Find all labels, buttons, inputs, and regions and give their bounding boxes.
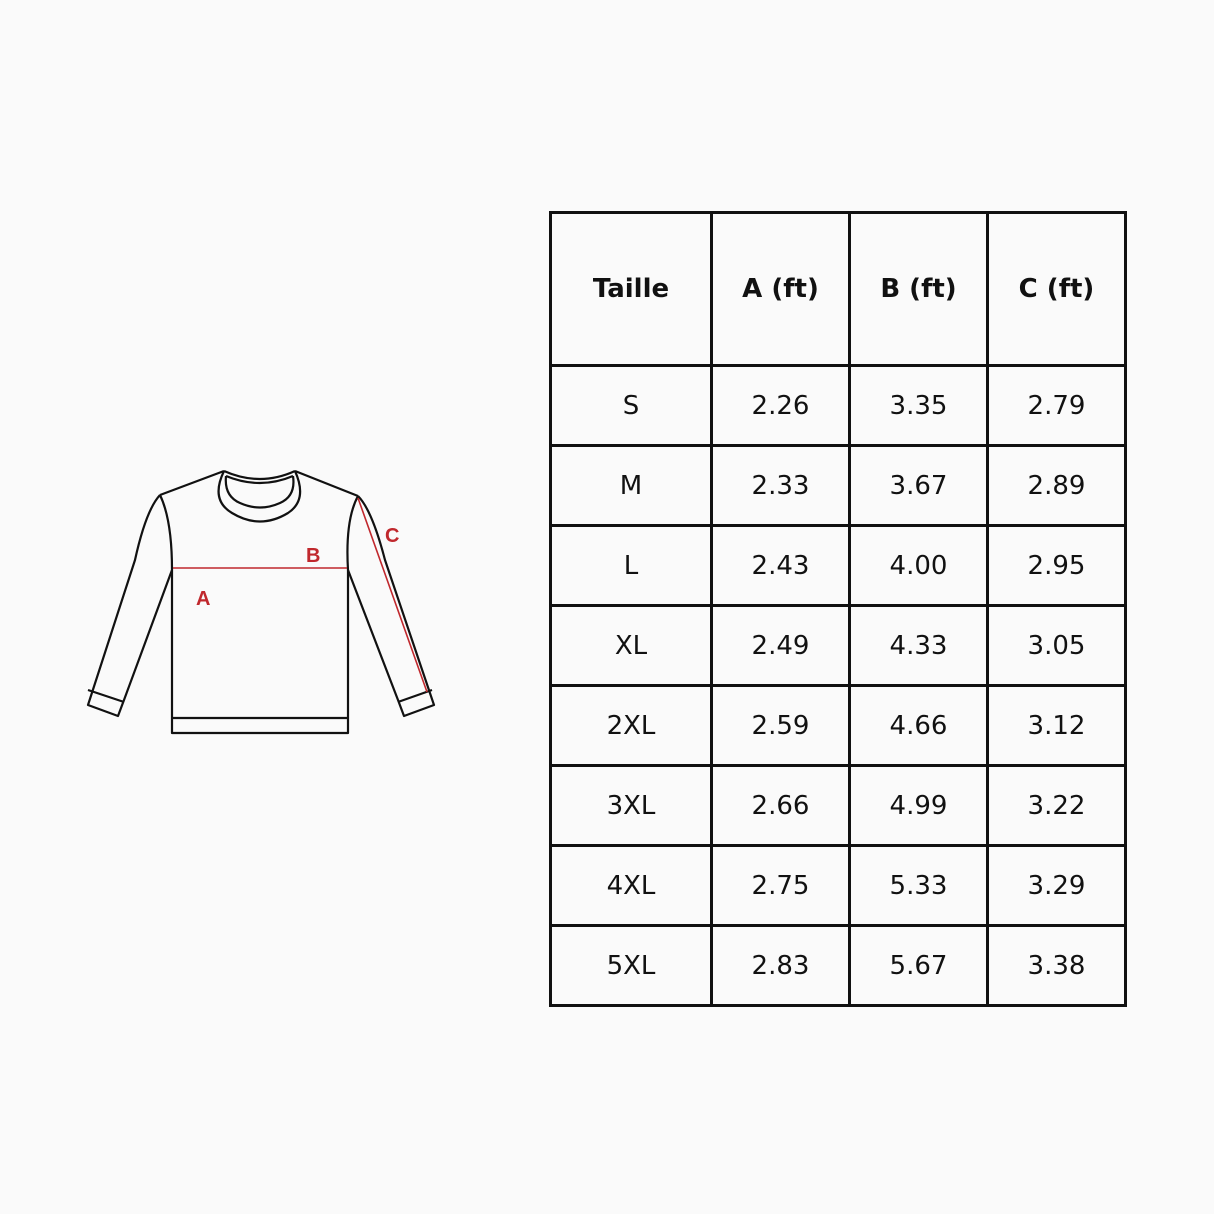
measurement-cell: 2.59 xyxy=(710,684,851,767)
table-row: 5XL 2.83 5.67 3.38 xyxy=(549,924,1127,1007)
size-cell: 4XL xyxy=(549,844,713,927)
header-b: B (ft) xyxy=(848,211,989,367)
size-cell: XL xyxy=(549,604,713,687)
label-b: B xyxy=(306,545,320,567)
label-a: A xyxy=(196,588,210,610)
table-row: M 2.33 3.67 2.89 xyxy=(549,444,1127,527)
table-row: L 2.43 4.00 2.95 xyxy=(549,524,1127,607)
measurement-cell: 3.67 xyxy=(848,444,989,527)
size-cell: S xyxy=(549,364,713,447)
measurement-cell: 2.95 xyxy=(986,524,1127,607)
header-size: Taille xyxy=(549,211,713,367)
measurement-cell: 2.66 xyxy=(710,764,851,847)
table-row: 4XL 2.75 5.33 3.29 xyxy=(549,844,1127,927)
measurement-cell: 3.38 xyxy=(986,924,1127,1007)
measurement-cell: 3.12 xyxy=(986,684,1127,767)
sweater-body-outline xyxy=(159,469,359,735)
table-row: S 2.26 3.35 2.79 xyxy=(549,364,1127,447)
measurement-cell: 4.66 xyxy=(848,684,989,767)
measurement-cell: 2.43 xyxy=(710,524,851,607)
size-cell: 5XL xyxy=(549,924,713,1007)
measurement-cell: 2.83 xyxy=(710,924,851,1007)
size-chart-table: Taille A (ft) B (ft) C (ft) S 2.26 3.35 2.7… xyxy=(549,211,1127,1007)
size-cell: M xyxy=(549,444,713,527)
size-cell: L xyxy=(549,524,713,607)
sweater-collar xyxy=(217,469,302,523)
label-c: C xyxy=(385,525,399,547)
measurement-cell: 4.00 xyxy=(848,524,989,607)
measurement-cell: 3.05 xyxy=(986,604,1127,687)
table-row: 2XL 2.59 4.66 3.12 xyxy=(549,684,1127,767)
table-row: 3XL 2.66 4.99 3.22 xyxy=(549,764,1127,847)
measurement-cell: 2.49 xyxy=(710,604,851,687)
measure-line-c xyxy=(357,497,428,693)
measurement-cell: 5.33 xyxy=(848,844,989,927)
measurement-cell: 4.99 xyxy=(848,764,989,847)
measurement-cell: 2.33 xyxy=(710,444,851,527)
measurement-cell: 2.89 xyxy=(986,444,1127,527)
measurement-cell: 3.35 xyxy=(848,364,989,447)
measurement-cell: 2.26 xyxy=(710,364,851,447)
table-header-row: Taille A (ft) B (ft) C (ft) xyxy=(549,211,1127,367)
measurement-cell: 4.33 xyxy=(848,604,989,687)
measurement-cell: 2.79 xyxy=(986,364,1127,447)
sweater-left-sleeve xyxy=(86,494,174,718)
size-cell: 3XL xyxy=(549,764,713,847)
measurement-cell: 5.67 xyxy=(848,924,989,1007)
size-cell: 2XL xyxy=(549,684,713,767)
table-row: XL 2.49 4.33 3.05 xyxy=(549,604,1127,687)
measurement-cell: 2.75 xyxy=(710,844,851,927)
header-a: A (ft) xyxy=(710,211,851,367)
measurement-cell: 3.22 xyxy=(986,764,1127,847)
measurement-cell: 3.29 xyxy=(986,844,1127,927)
header-c: C (ft) xyxy=(986,211,1127,367)
